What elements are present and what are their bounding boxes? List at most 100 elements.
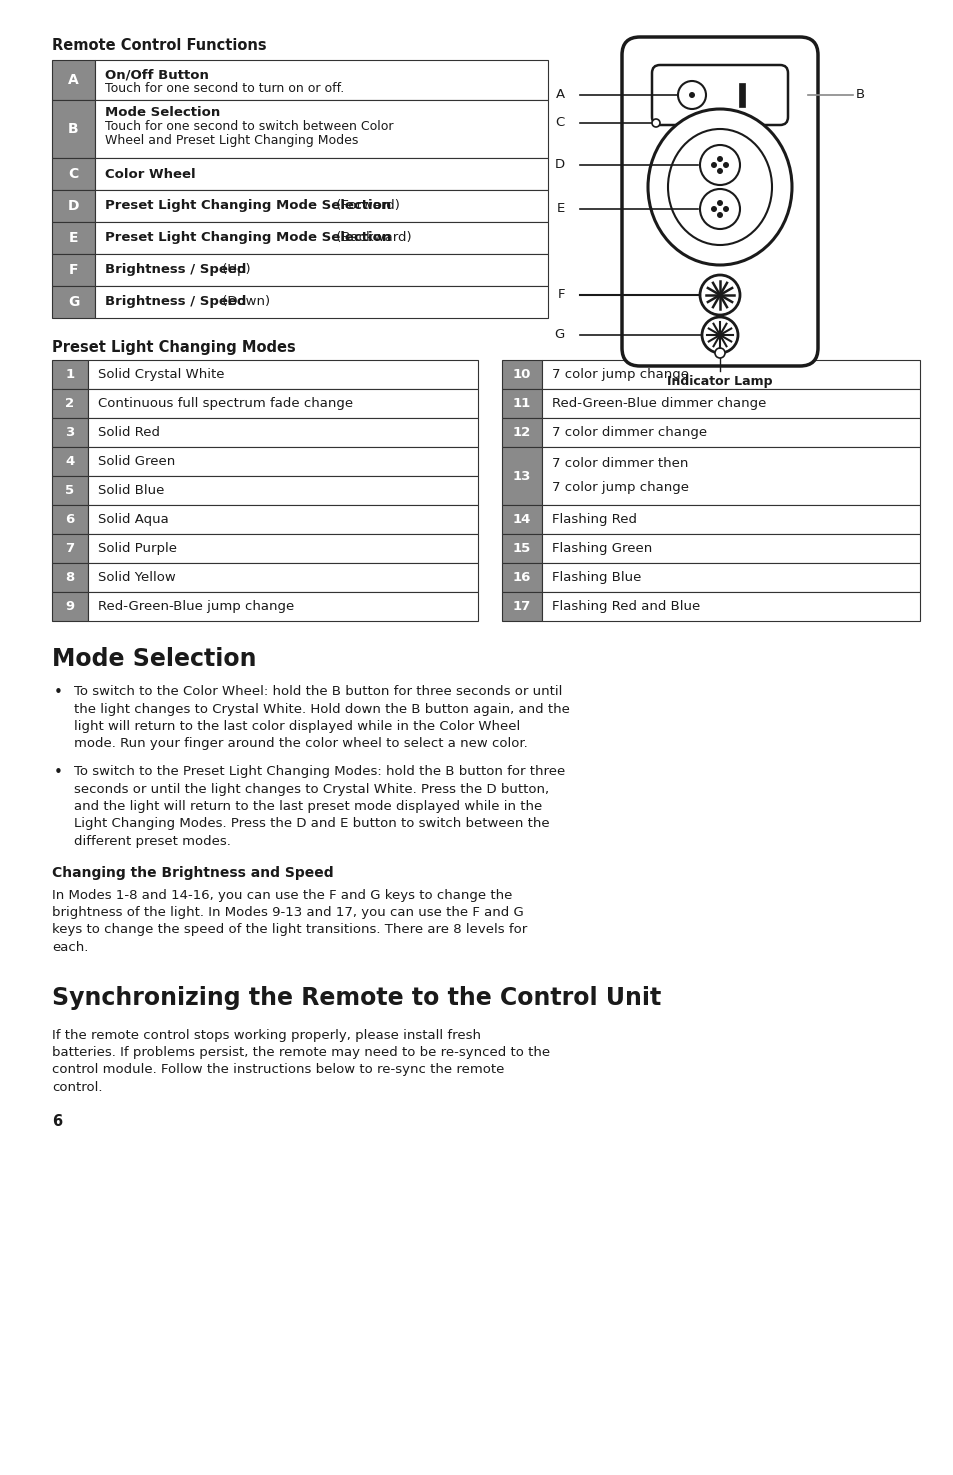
Text: 8: 8 [66, 571, 74, 584]
Text: 1: 1 [66, 367, 74, 381]
Bar [501, 504, 541, 534]
Circle shape [700, 274, 740, 316]
Bar [52, 563, 88, 591]
Text: 4: 4 [66, 454, 74, 468]
Text: 7 color dimmer change: 7 color dimmer change [552, 426, 706, 440]
Bar [52, 158, 95, 190]
Text: F: F [557, 289, 564, 301]
Bar [88, 476, 477, 504]
Bar [52, 389, 88, 417]
Bar [541, 417, 919, 447]
Text: 7: 7 [66, 541, 74, 555]
Text: 16: 16 [513, 571, 531, 584]
Circle shape [717, 212, 722, 218]
Text: the light changes to Crystal White. Hold down the B button again, and the: the light changes to Crystal White. Hold… [74, 702, 569, 715]
Bar [88, 389, 477, 417]
Bar [501, 591, 541, 621]
FancyBboxPatch shape [621, 37, 817, 366]
Circle shape [717, 168, 722, 174]
Text: In Modes 1-8 and 14-16, you can use the F and G keys to change the: In Modes 1-8 and 14-16, you can use the … [52, 888, 512, 901]
Bar [52, 286, 95, 319]
Bar [88, 591, 477, 621]
Bar [541, 563, 919, 591]
Ellipse shape [667, 128, 771, 245]
Text: 11: 11 [513, 397, 531, 410]
Text: Light Changing Modes. Press the D and E button to switch between the: Light Changing Modes. Press the D and E … [74, 817, 549, 830]
Bar [95, 190, 547, 223]
Text: B: B [68, 122, 79, 136]
Bar [541, 534, 919, 563]
Bar [541, 504, 919, 534]
Bar [52, 100, 95, 158]
Text: 12: 12 [513, 426, 531, 440]
Text: Red-Green-Blue jump change: Red-Green-Blue jump change [98, 600, 294, 614]
Text: Solid Yellow: Solid Yellow [98, 571, 175, 584]
Text: 7 color dimmer then: 7 color dimmer then [552, 457, 688, 469]
Text: If the remote control stops working properly, please install fresh: If the remote control stops working prop… [52, 1028, 480, 1041]
Bar [541, 389, 919, 417]
Text: batteries. If problems persist, the remote may need to be re-synced to the: batteries. If problems persist, the remo… [52, 1046, 550, 1059]
Text: •: • [54, 684, 63, 701]
Text: To switch to the Preset Light Changing Modes: hold the B button for three: To switch to the Preset Light Changing M… [74, 766, 565, 777]
Bar [95, 60, 547, 100]
Bar [88, 447, 477, 476]
Bar [88, 534, 477, 563]
Bar [501, 389, 541, 417]
Text: Preset Light Changing Mode Selection: Preset Light Changing Mode Selection [105, 232, 391, 245]
Text: 5: 5 [66, 484, 74, 497]
Text: 2: 2 [66, 397, 74, 410]
Bar [88, 360, 477, 389]
Ellipse shape [647, 109, 791, 266]
Bar [541, 591, 919, 621]
Circle shape [688, 91, 695, 97]
Text: 6: 6 [66, 513, 74, 527]
Bar [95, 286, 547, 319]
Circle shape [678, 81, 705, 109]
Bar [95, 100, 547, 158]
Text: Mode Selection: Mode Selection [105, 106, 220, 119]
Bar [52, 534, 88, 563]
Bar [95, 254, 547, 286]
Bar [501, 563, 541, 591]
Text: Touch for one second to switch between Color: Touch for one second to switch between C… [105, 119, 393, 133]
Text: (Backward): (Backward) [332, 232, 411, 245]
Text: Touch for one second to turn on or off.: Touch for one second to turn on or off. [105, 83, 344, 94]
Text: Red-Green-Blue dimmer change: Red-Green-Blue dimmer change [552, 397, 765, 410]
Text: D: D [555, 158, 564, 171]
Text: 7 color jump change: 7 color jump change [552, 481, 688, 494]
Text: seconds or until the light changes to Crystal White. Press the D button,: seconds or until the light changes to Cr… [74, 783, 549, 795]
Bar [88, 417, 477, 447]
Text: On/Off Button: On/Off Button [105, 68, 209, 81]
Text: brightness of the light. In Modes 9-13 and 17, you can use the F and G: brightness of the light. In Modes 9-13 a… [52, 906, 523, 919]
Bar [501, 360, 541, 389]
Bar [88, 563, 477, 591]
Text: Flashing Blue: Flashing Blue [552, 571, 640, 584]
Circle shape [722, 162, 728, 168]
Text: G: G [68, 295, 79, 308]
Text: 3: 3 [66, 426, 74, 440]
Text: and the light will return to the last preset mode displayed while in the: and the light will return to the last pr… [74, 799, 541, 813]
Text: each.: each. [52, 941, 89, 954]
Text: Synchronizing the Remote to the Control Unit: Synchronizing the Remote to the Control … [52, 987, 660, 1010]
Text: Solid Purple: Solid Purple [98, 541, 177, 555]
Text: keys to change the speed of the light transitions. There are 8 levels for: keys to change the speed of the light tr… [52, 923, 527, 937]
Bar [52, 476, 88, 504]
Text: Wheel and Preset Light Changing Modes: Wheel and Preset Light Changing Modes [105, 134, 358, 148]
Text: C: C [556, 117, 564, 130]
Text: 6: 6 [52, 1115, 62, 1130]
Circle shape [700, 145, 740, 184]
Bar [52, 447, 88, 476]
Bar [52, 591, 88, 621]
FancyBboxPatch shape [651, 65, 787, 125]
Text: E: E [69, 232, 78, 245]
Text: light will return to the last color displayed while in the Color Wheel: light will return to the last color disp… [74, 720, 519, 733]
Text: Flashing Green: Flashing Green [552, 541, 652, 555]
Text: Solid Crystal White: Solid Crystal White [98, 367, 224, 381]
Text: Preset Light Changing Mode Selection: Preset Light Changing Mode Selection [105, 199, 391, 212]
Bar [52, 360, 88, 389]
Text: B: B [855, 88, 864, 102]
Circle shape [651, 119, 659, 127]
Text: G: G [554, 329, 564, 342]
Text: 14: 14 [513, 513, 531, 527]
Text: Color Wheel: Color Wheel [105, 168, 195, 180]
